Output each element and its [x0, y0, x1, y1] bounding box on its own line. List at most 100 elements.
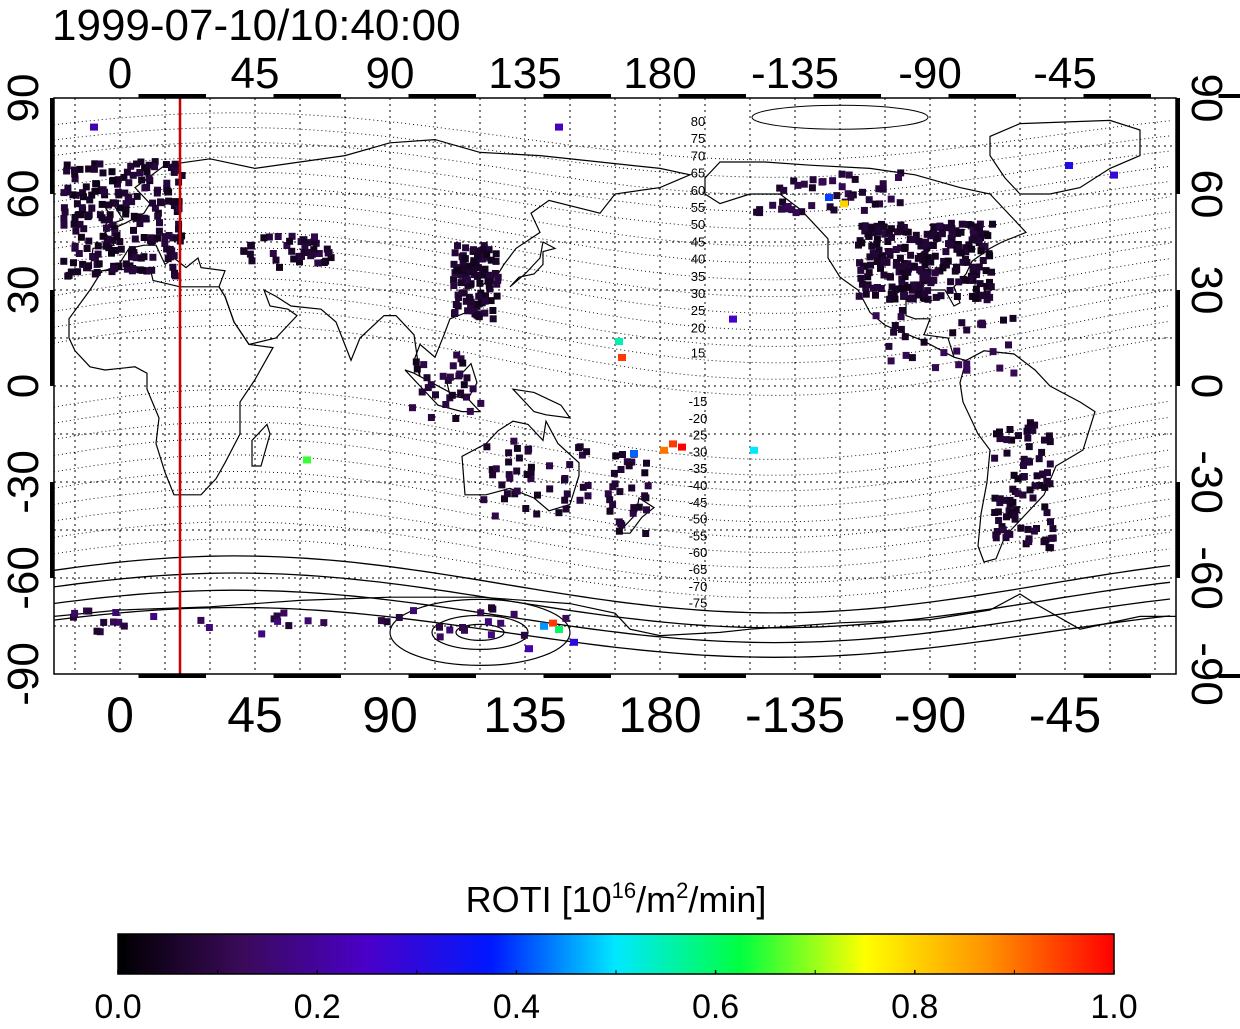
roti-cell — [461, 627, 468, 634]
roti-cell — [911, 263, 918, 270]
roti-cell — [132, 236, 139, 243]
roti-cell-high — [618, 354, 626, 361]
roti-cell — [1005, 341, 1012, 348]
roti-cell — [903, 352, 910, 359]
roti-cell — [980, 257, 987, 264]
roti-cell — [493, 281, 500, 288]
roti-cell-high — [678, 444, 686, 451]
roti-cell-high — [1065, 162, 1073, 169]
left-lat-label: 0 — [0, 374, 48, 398]
roti-cell — [428, 414, 435, 421]
roti-cell — [164, 187, 171, 194]
roti-cell — [414, 366, 421, 373]
mag-lat-label-south: -70 — [689, 579, 708, 594]
roti-cell — [794, 182, 801, 189]
roti-cell — [64, 162, 71, 169]
roti-cell — [892, 286, 899, 293]
roti-cell — [917, 284, 924, 291]
roti-cell — [454, 242, 461, 249]
roti-cell — [962, 277, 969, 284]
roti-cell — [839, 171, 846, 178]
roti-cell — [432, 391, 439, 398]
roti-cell — [482, 298, 489, 305]
roti-cell — [1044, 509, 1051, 516]
roti-cell — [138, 177, 145, 184]
frame-tick-bottom — [544, 674, 612, 678]
roti-cell — [959, 221, 966, 228]
roti-cell — [955, 278, 962, 285]
roti-cell — [321, 259, 328, 266]
roti-cell — [924, 271, 931, 278]
coast-africa — [69, 268, 273, 495]
roti-cell — [888, 225, 895, 232]
roti-cell — [563, 506, 570, 513]
roti-cell — [95, 242, 102, 249]
roti-cell — [475, 293, 482, 300]
roti-cell — [945, 240, 952, 247]
roti-cell — [979, 321, 986, 328]
top-lon-label: 45 — [231, 49, 280, 98]
roti-cell — [948, 220, 955, 227]
frame-tick-right — [1176, 98, 1180, 194]
roti-cell — [930, 242, 937, 249]
mag-lat-label-south: -25 — [689, 428, 708, 443]
roti-cell — [72, 228, 79, 235]
roti-cell — [533, 511, 540, 518]
roti-cell — [71, 221, 78, 228]
roti-cell — [1044, 469, 1051, 476]
colorbar-tick-label: 0.6 — [692, 988, 739, 1024]
roti-cell — [642, 494, 649, 501]
roti-cell — [156, 228, 163, 235]
roti-cell — [872, 201, 879, 208]
roti-cell — [516, 455, 523, 462]
roti-cell — [85, 608, 92, 615]
roti-cell — [908, 296, 915, 303]
roti-cell — [452, 309, 459, 316]
roti-cell — [300, 236, 307, 243]
bottom-lon-label: -45 — [1029, 687, 1101, 743]
roti-cell — [583, 448, 590, 455]
roti-cell — [95, 251, 102, 258]
roti-cell — [141, 184, 148, 191]
roti-cell — [936, 223, 943, 230]
mag-lat-label-north: 50 — [691, 217, 705, 232]
roti-cell — [121, 623, 128, 630]
roti-cell — [280, 610, 287, 617]
roti-cell — [968, 246, 975, 253]
roti-cell — [76, 250, 83, 257]
roti-cell — [888, 357, 895, 364]
roti-cell — [907, 252, 914, 259]
mag-lat-label-north: 55 — [691, 200, 705, 215]
colorbar-tick-label: 0.8 — [891, 988, 938, 1024]
colorbar-tick-label: 1.0 — [1090, 988, 1137, 1024]
roti-cell — [885, 343, 892, 350]
left-lat-label: -30 — [0, 450, 48, 514]
mag-lat-label-south: -15 — [689, 394, 708, 409]
roti-cell — [874, 284, 881, 291]
roti-cell — [274, 613, 281, 620]
roti-cell — [110, 177, 117, 184]
magnetic-latitude-contours — [54, 105, 1170, 665]
roti-cell — [808, 202, 815, 209]
roti-cell — [988, 283, 995, 290]
roti-cell — [899, 307, 906, 314]
roti-cell — [566, 461, 573, 468]
roti-cell — [924, 231, 931, 238]
roti-cell — [575, 444, 582, 451]
roti-cell — [99, 201, 106, 208]
roti-cell — [270, 250, 277, 257]
roti-cell — [83, 183, 90, 190]
roti-cell — [846, 172, 853, 179]
roti-cell — [949, 227, 956, 234]
roti-cell — [525, 448, 532, 455]
roti-cell — [562, 615, 569, 622]
roti-cell — [80, 225, 87, 232]
roti-cell — [452, 415, 459, 422]
roti-cell — [897, 225, 904, 232]
roti-cell — [616, 488, 623, 495]
mag-lat-label-north: 30 — [691, 286, 705, 301]
roti-cell — [84, 245, 91, 252]
